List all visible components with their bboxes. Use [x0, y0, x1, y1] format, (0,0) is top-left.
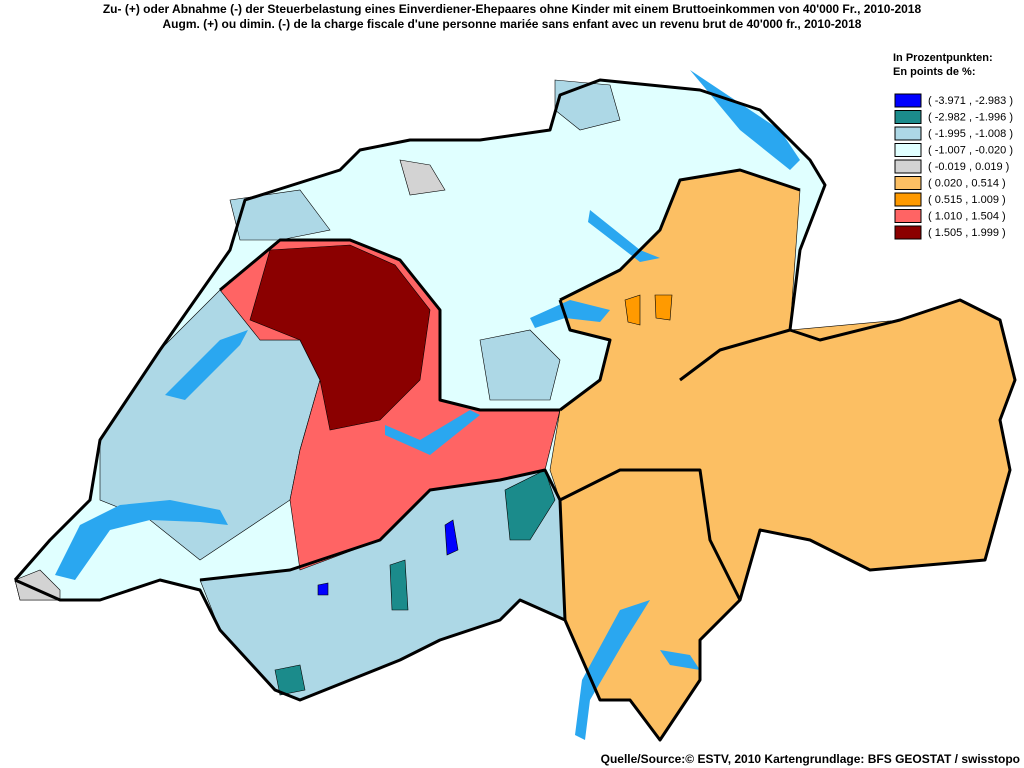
lake-thun: [385, 410, 480, 455]
region: [274, 664, 306, 696]
region: [504, 469, 556, 541]
switzerland-map: [13, 70, 1017, 742]
canton-border: [679, 328, 791, 382]
legend-swatch: [894, 159, 922, 174]
legend: ( -3.971 , -2.983 ) ( -2.982 , -1.996 ) ( …: [894, 93, 1013, 240]
legend-label: ( -1.007 , -0.020 ): [928, 144, 1013, 156]
legend-swatch: [894, 126, 922, 141]
region: [624, 294, 641, 326]
legend-label: ( 1.010 , 1.504 ): [928, 210, 1006, 222]
region: [389, 559, 409, 611]
lake-maggiore: [575, 600, 650, 740]
region: [479, 329, 561, 401]
region: [14, 569, 61, 601]
region: [317, 582, 329, 596]
legend-title: In Prozentpunkten:: [893, 52, 993, 64]
lake-lucerne: [530, 300, 610, 328]
legend-label: ( -1.995 , -1.008 ): [928, 128, 1013, 140]
lake-zurich: [588, 210, 660, 262]
legend-label: ( 0.515 , 1.009 ): [928, 194, 1006, 206]
legend-label: ( -2.982 , -1.996 ): [928, 111, 1013, 123]
legend-swatch: [894, 209, 922, 223]
legend-swatch: [894, 110, 922, 124]
legend-label: ( 0.020 , 0.514 ): [928, 177, 1006, 189]
title-de: Zu- (+) oder Abnahme (-) der Steuerbelas…: [103, 2, 922, 16]
legend-label: ( -0.019 , 0.019 ): [928, 161, 1009, 173]
lake-lugano: [660, 650, 700, 670]
title-fr: Augm. (+) ou dimin. (-) de la charge fis…: [163, 17, 862, 31]
legend-swatch: [894, 192, 922, 207]
legend-swatch: [894, 93, 922, 108]
source: Quelle/Source:© ESTV, 2010 Kartengrundla…: [601, 752, 1020, 766]
canton-border: [558, 299, 612, 412]
canton-border: [559, 468, 742, 601]
region: [399, 159, 446, 196]
region: [654, 294, 673, 321]
canton-border: [559, 168, 801, 302]
legend-title: En points de %:: [893, 66, 976, 78]
legend-label: ( -3.971 , -2.983 ): [928, 95, 1013, 107]
canton-border: [199, 468, 567, 621]
region: [229, 189, 331, 241]
canton-border: [13, 78, 1017, 742]
region: [444, 519, 459, 556]
lake-geneva: [55, 500, 228, 580]
legend-label: ( 1.505 , 1.999 ): [928, 227, 1006, 239]
lake-neuchatel: [165, 330, 248, 400]
legend-swatch: [894, 176, 922, 190]
region: [249, 244, 431, 431]
legend-swatch: [894, 143, 922, 157]
region: [554, 79, 621, 131]
legend-swatch: [894, 225, 922, 240]
canton-border: [219, 238, 560, 412]
